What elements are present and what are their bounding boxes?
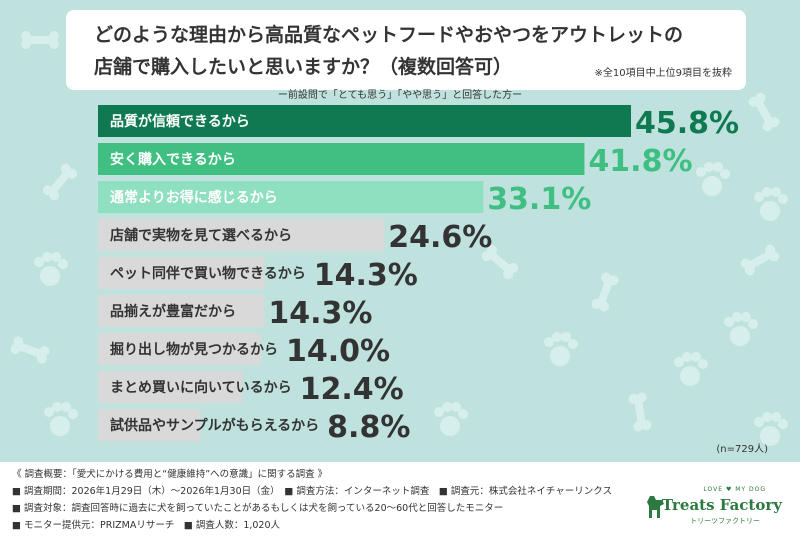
bar-category-label-3: 通常よりお得に感じるから [110, 189, 278, 206]
bar-category-label-4: 店舗で実物を見て選べるから [110, 227, 292, 244]
bar-category-label-9: 試供品やサンプルがもらえるから [110, 417, 319, 434]
chart-title-line-2: 店舗で購入したいと思いますか？（複数回答可） [94, 56, 513, 78]
bar-value-label-9: 8.8% [327, 410, 410, 445]
sample-size: (n=729人) [716, 444, 768, 455]
bar-category-label-1: 品質が信頼できるから [110, 113, 250, 130]
bar-value-label-8: 12.4% [300, 372, 404, 407]
footer-line-3: ■ 調査対象：調査回答時に過去に犬を飼っていたことがあるもしくは犬を飼っている2… [12, 503, 504, 514]
footer-line-1: 《 調査概要：「愛犬にかける費用と“健康維持”への意識」に関する調査 》 [12, 469, 328, 480]
chart-title-line-1: どのような理由から高品質なペットフードやおやつをアウトレットの [94, 24, 684, 46]
logo-katakana: トリーツファクトリー [690, 517, 760, 525]
title-note: ※全10項目中上位9項目を抜粋 [594, 68, 732, 79]
bar-category-label-2: 安く購入できるから [110, 151, 236, 168]
bar-8 [98, 371, 243, 403]
bar-category-label-6: 品揃えが豊富だから [110, 303, 236, 320]
bar-1 [98, 105, 631, 137]
bar-value-label-4: 24.6% [388, 220, 492, 255]
bar-7 [98, 333, 261, 365]
chart-subtitle: ー前設問で「とても思う」「やや思う」と回答した方ー [277, 90, 523, 101]
logo-brand-name: Treats Factory [661, 496, 782, 514]
bar-3 [98, 181, 484, 213]
bar-value-label-7: 14.0% [286, 334, 390, 369]
bar-value-label-3: 33.1% [487, 182, 591, 217]
bar-category-label-8: まとめ買いに向いているから [110, 379, 292, 396]
bar-2 [98, 143, 585, 175]
bar-value-label-1: 45.8% [635, 106, 739, 141]
bar-category-label-7: 掘り出し物が見つかるから [110, 341, 278, 358]
bar-6 [98, 295, 265, 327]
bar-5 [98, 257, 265, 289]
survey-footer: 《 調査概要：「愛犬にかける費用と“健康維持”への意識」に関する調査 》 ■ 調… [0, 462, 800, 538]
bar-9 [98, 409, 201, 441]
dog-logo-icon [647, 496, 664, 518]
bar-value-label-5: 14.3% [314, 258, 418, 293]
footer-line-4: ■ モニター提供元：PRIZMAリサーチ ■ 調査人数：1,020人 [12, 520, 281, 531]
bar-category-label-5: ペット同伴で買い物できるから [110, 265, 306, 282]
logo-tagline: LOVE ♥ MY DOG [703, 486, 766, 493]
footer-line-2: ■ 調査期間：2026年1月29日（木）～2026年1月30日（金） ■ 調査方… [12, 486, 612, 497]
bar-4 [98, 219, 385, 251]
bar-value-label-6: 14.3% [268, 296, 372, 331]
title-box: どのような理由から高品質なペットフードやおやつをアウトレットの 店舗で購入したい… [66, 10, 746, 90]
bar-value-label-2: 41.8% [588, 144, 692, 179]
